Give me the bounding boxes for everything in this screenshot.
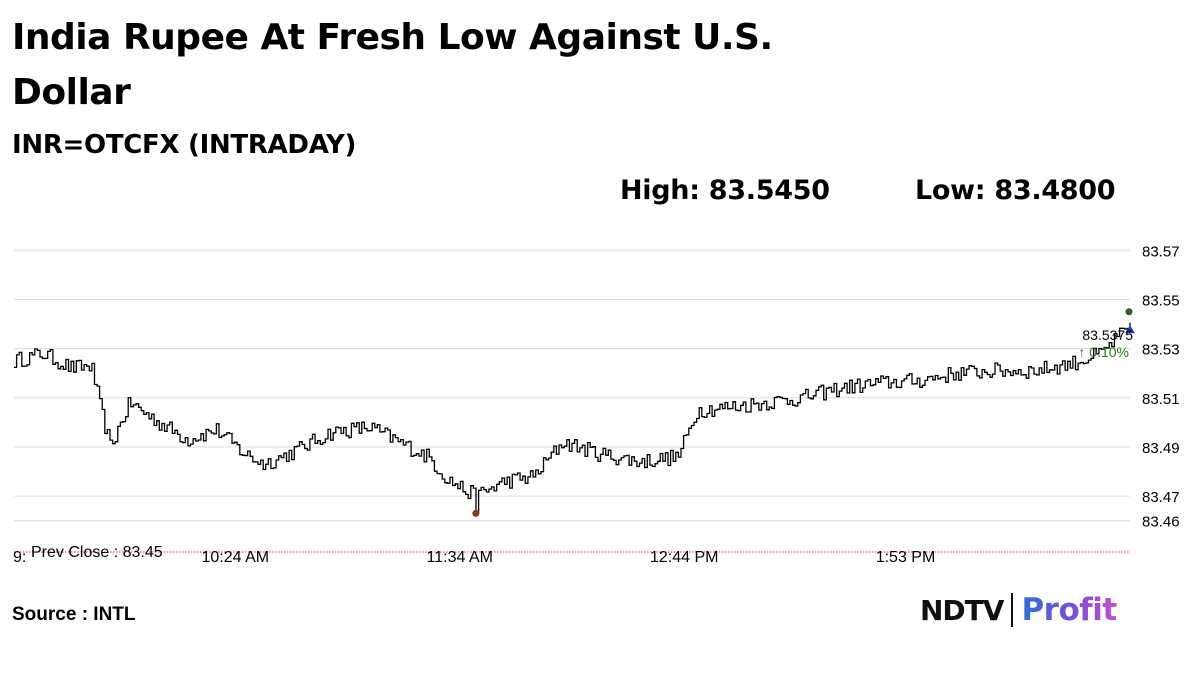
logo-ndtv-text: NDTV [920, 593, 1004, 627]
grid [14, 249, 1130, 522]
series [14, 322, 1131, 514]
source-label: Source : INTL [12, 604, 136, 625]
x-tick-label: 10:24 AM [201, 549, 269, 566]
price-line [14, 322, 1131, 514]
x-tick-label: 1:53 PM [876, 549, 936, 566]
markers [472, 308, 1135, 517]
x-tick-label: 12:44 PM [650, 549, 718, 566]
x-axis: 9: 10:24 AM 11:34 AM 12:44 PM 1:53 PM [13, 549, 935, 566]
y-tick-label: 83.53 [1142, 342, 1180, 359]
y-tick-label: 83.46 [1142, 514, 1180, 531]
y-axis: 83.57 83.55 83.53 83.51 83.49 83.47 83.46 [1142, 243, 1180, 530]
x-tick-label: 9: [13, 549, 26, 566]
prev-close-label: Prev Close : 83.45 [31, 544, 163, 561]
high-value: High: 83.5450 [620, 175, 830, 206]
last-value-label: 83.5375 [1082, 327, 1133, 343]
change-label: ↑ 0.10% [1078, 344, 1129, 360]
chart-title: India Rupee At Fresh Low Against U.S. Do… [12, 17, 773, 113]
y-tick-label: 83.57 [1142, 243, 1180, 260]
logo-profit-text: Profit [1021, 592, 1117, 628]
y-tick-label: 83.47 [1142, 489, 1180, 506]
annotations: Prev Close : 83.45 83.5375↑ 0.10% [31, 327, 1133, 561]
low-value: Low: 83.4800 [915, 175, 1116, 206]
ndtv-profit-logo: NDTV Profit [920, 590, 1117, 630]
x-tick-label: 11:34 AM [427, 549, 493, 566]
y-tick-label: 83.49 [1142, 440, 1180, 457]
high-marker [1125, 308, 1133, 316]
logo-divider [1011, 593, 1014, 627]
last-price-marker [1125, 325, 1135, 334]
ticker-label: INR=OTCFX (INTRADAY) [12, 130, 357, 160]
y-tick-label: 83.55 [1142, 292, 1180, 309]
price-chart: 83.57 83.55 83.53 83.51 83.49 83.47 83.46 9: 10… [13, 243, 1180, 566]
y-tick-label: 83.51 [1142, 391, 1180, 408]
low-marker [472, 509, 480, 517]
